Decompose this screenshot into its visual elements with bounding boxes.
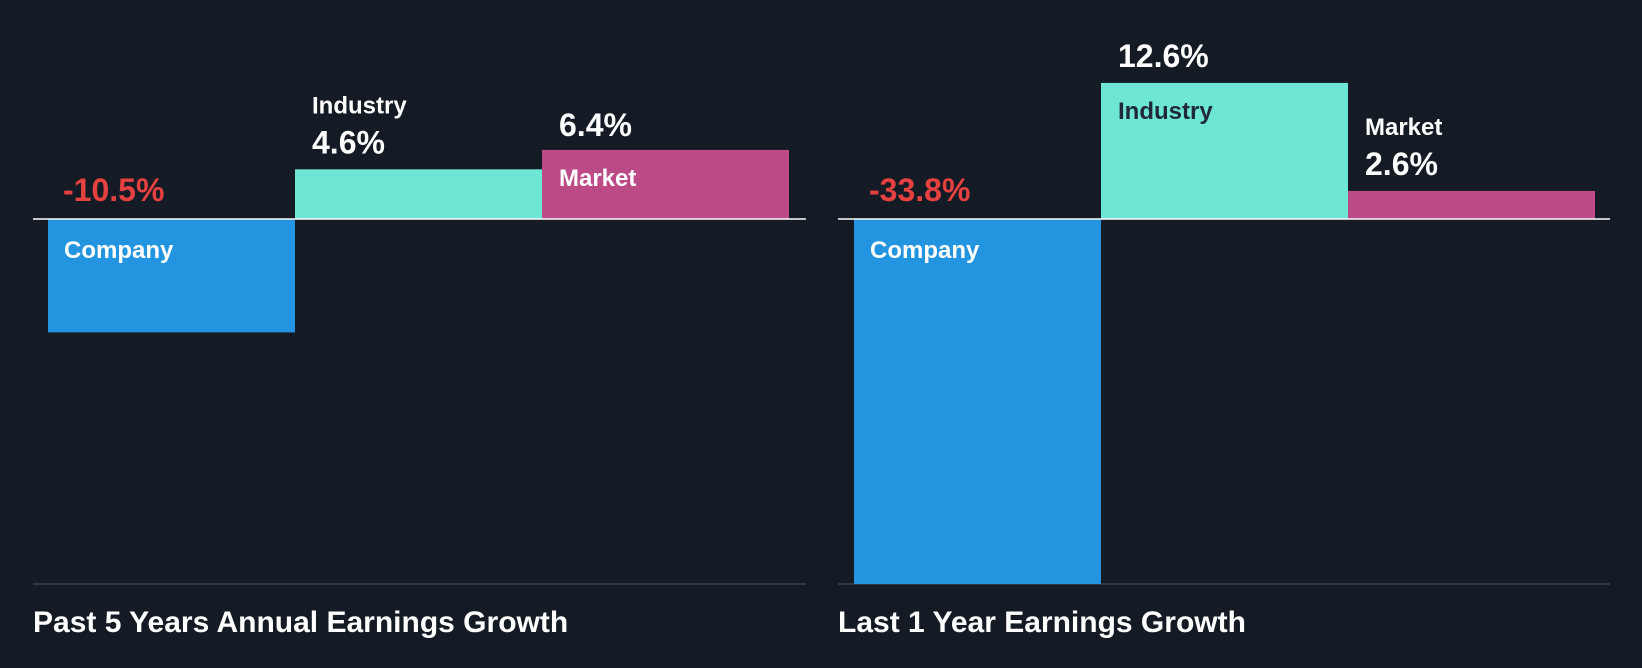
past-5-years-value-label-company: -10.5% — [63, 172, 164, 208]
chart-title-last-1-year: Last 1 Year Earnings Growth — [838, 606, 1246, 639]
last-1-year-value-label-industry: 12.6% — [1118, 38, 1209, 74]
past-5-years-category-label-company: Company — [64, 237, 174, 264]
past-5-years-bar-industry — [295, 169, 542, 219]
last-1-year-category-label-company: Company — [870, 237, 980, 264]
last-1-year-category-label-market: Market — [1365, 114, 1442, 141]
past-5-years-bar-market — [542, 149, 789, 219]
last-1-year-value-label-company: -33.8% — [869, 172, 970, 208]
last-1-year-category-label-industry: Industry — [1118, 98, 1213, 125]
past-5-years-bar-company — [48, 219, 295, 333]
last-1-year-value-label-market: 2.6% — [1365, 146, 1438, 182]
last-1-year-bar-market — [1348, 190, 1595, 219]
past-5-years-category-label-industry: Industry — [312, 92, 407, 119]
last-1-year-bar-industry — [1101, 82, 1348, 220]
past-5-years-category-label-market: Market — [559, 165, 636, 192]
past-5-years-value-label-market: 6.4% — [559, 107, 632, 143]
last-1-year-bar-company — [854, 219, 1101, 584]
chart-title-past-5-years: Past 5 Years Annual Earnings Growth — [33, 606, 569, 639]
past-5-years-value-label-industry: 4.6% — [312, 124, 385, 160]
